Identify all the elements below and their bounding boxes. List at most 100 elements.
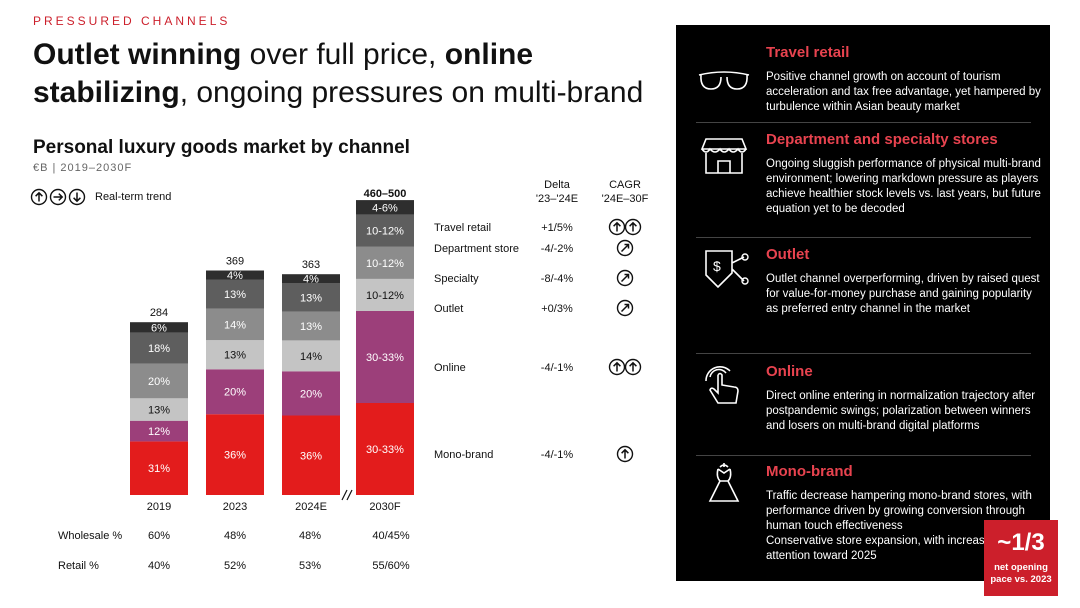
channel-delta-value: -4/-1% bbox=[541, 362, 574, 374]
arrow-right-icon bbox=[49, 188, 67, 206]
bar-segment-label: 6% bbox=[151, 322, 167, 334]
bar-segment-label: 18% bbox=[148, 343, 170, 355]
headline: Outlet winning over full price, online s… bbox=[33, 36, 693, 112]
x-tick-label: 2019 bbox=[147, 501, 171, 513]
panel-divider bbox=[696, 455, 1031, 456]
bar-segment bbox=[282, 283, 340, 312]
headline-bold-3: online stabilizing bbox=[33, 38, 534, 109]
bar-segment bbox=[206, 369, 264, 415]
panel-divider bbox=[696, 353, 1031, 354]
bar-segment bbox=[206, 308, 264, 341]
arrow-diagonal-glyph bbox=[620, 243, 630, 253]
bar-segment-label: 13% bbox=[224, 350, 246, 362]
channel-row-label: Online bbox=[434, 362, 466, 374]
axis-break-mark bbox=[346, 489, 353, 501]
bar-segment-label: 20% bbox=[148, 376, 170, 388]
bar-total-label: 284 bbox=[150, 307, 168, 319]
wholesale-2023: 48% bbox=[223, 530, 247, 542]
bar-segment bbox=[130, 322, 188, 333]
bar-segment-label: 10-12% bbox=[366, 226, 404, 238]
channel-row-label: Mono-brand bbox=[434, 449, 493, 461]
panel-title-mono-brand: Mono-brand bbox=[766, 463, 853, 480]
sunglasses-icon bbox=[698, 71, 750, 90]
delta-header: Delta bbox=[544, 179, 571, 191]
bar-segment bbox=[356, 200, 414, 215]
wholesale-2019: 60% bbox=[147, 530, 171, 542]
panel-title-department-specialty: Department and specialty stores bbox=[766, 131, 998, 148]
channel-delta-value: -8/-4% bbox=[541, 273, 574, 285]
bar-segment-label: 31% bbox=[148, 463, 170, 475]
panel-divider bbox=[696, 122, 1031, 123]
channel-stacked-bar-chart: 31% 12% 13% 20% 18% 6% 284 2019 36% 20% 13% 14% 13% 4… bbox=[130, 179, 649, 513]
arrow-up-icon bbox=[30, 188, 48, 206]
bar-segment-label: 13% bbox=[300, 292, 322, 304]
panel-title-outlet: Outlet bbox=[766, 246, 810, 263]
svg-text:$: $ bbox=[713, 258, 721, 274]
trend-legend: Real-term trend bbox=[30, 188, 171, 206]
bar-segment-label: 36% bbox=[300, 450, 322, 462]
arrow-up-glyph bbox=[613, 361, 621, 372]
arrow-diagonal-icon bbox=[616, 239, 634, 257]
panel-body-travel-retail: Positive channel growth on account of to… bbox=[766, 71, 1041, 113]
arrow-up-glyph bbox=[629, 361, 637, 372]
bar-segment bbox=[206, 414, 264, 495]
callout-badge: ~1/3 net opening pace vs. 2023 bbox=[984, 520, 1058, 596]
arrow-diagonal-icon bbox=[616, 269, 634, 287]
callout-label: net opening pace vs. 2023 bbox=[990, 562, 1052, 585]
bar-segment bbox=[282, 274, 340, 283]
bar-segment-label: 36% bbox=[224, 450, 246, 462]
panel-body-mono-brand: Traffic decrease hampering mono-brand st… bbox=[766, 490, 1032, 562]
channel-row-label: Outlet bbox=[434, 303, 463, 315]
bar-segment bbox=[130, 398, 188, 421]
bar-segment bbox=[130, 420, 188, 442]
chart-units: €B | 2019–2030F bbox=[33, 162, 133, 174]
bar-segment-label: 30-33% bbox=[366, 352, 404, 364]
arrow-up-icon bbox=[616, 445, 634, 463]
channel-delta-value: +1/5% bbox=[541, 222, 573, 234]
bar-total-label: 363 bbox=[302, 259, 320, 271]
channel-row-label: Department store bbox=[434, 243, 519, 255]
bar-segment bbox=[356, 278, 414, 311]
axis-break-mark bbox=[341, 489, 348, 501]
retail-2030f: 55/60% bbox=[372, 560, 410, 572]
insight-panel: Travel retail Positive channel growth on… bbox=[676, 25, 1050, 581]
x-tick-label: 2024E bbox=[295, 501, 327, 513]
bar-segment-label: 4% bbox=[303, 274, 319, 286]
bar-segment-label: 20% bbox=[224, 387, 246, 399]
wholesale-2030f: 40/45% bbox=[372, 530, 410, 542]
cagr-header: '24E–30F bbox=[602, 193, 649, 205]
bar-segment bbox=[206, 340, 264, 370]
x-tick-label: 2023 bbox=[223, 501, 247, 513]
bar-segment-label: 10-12% bbox=[366, 290, 404, 302]
chart-subtitle: Personal luxury goods market by channel bbox=[33, 137, 410, 158]
bar-segment bbox=[356, 214, 414, 247]
channel-row-label: Travel retail bbox=[434, 222, 491, 234]
bar-segment bbox=[282, 340, 340, 372]
arrow-up-icon bbox=[608, 218, 626, 236]
x-tick-label: 2030F bbox=[369, 501, 400, 513]
arrow-diagonal-icon bbox=[616, 299, 634, 317]
bar-segment-label: 30-33% bbox=[366, 444, 404, 456]
bar-segment-label: 20% bbox=[300, 388, 322, 400]
bar-segment-label: 14% bbox=[224, 319, 246, 331]
legend-label: Real-term trend bbox=[95, 191, 172, 203]
arrow-up-glyph bbox=[629, 221, 637, 232]
bar-segment bbox=[282, 311, 340, 341]
arrow-up-glyph bbox=[621, 448, 629, 459]
panel-title-travel-retail: Travel retail bbox=[766, 44, 850, 61]
channel-delta-value: -4/-1% bbox=[541, 449, 574, 461]
bar-segment-label: 13% bbox=[300, 321, 322, 333]
retail-2023: 52% bbox=[223, 560, 247, 572]
bar-total-label: 369 bbox=[226, 256, 244, 268]
panel-title-online: Online bbox=[766, 363, 813, 380]
bar-segment-label: 10-12% bbox=[366, 258, 404, 270]
arrow-up-icon bbox=[624, 358, 642, 376]
bar-total-label: 460–500 bbox=[364, 188, 407, 200]
bar-segment bbox=[130, 363, 188, 399]
cagr-header: CAGR bbox=[609, 179, 641, 191]
arrow-up-icon bbox=[624, 218, 642, 236]
touch-click-icon bbox=[705, 366, 739, 404]
bar-segment bbox=[356, 403, 414, 495]
bar-segment-label: 14% bbox=[300, 351, 322, 363]
panel-body-online: Direct online entering in normalization … bbox=[766, 390, 1036, 432]
